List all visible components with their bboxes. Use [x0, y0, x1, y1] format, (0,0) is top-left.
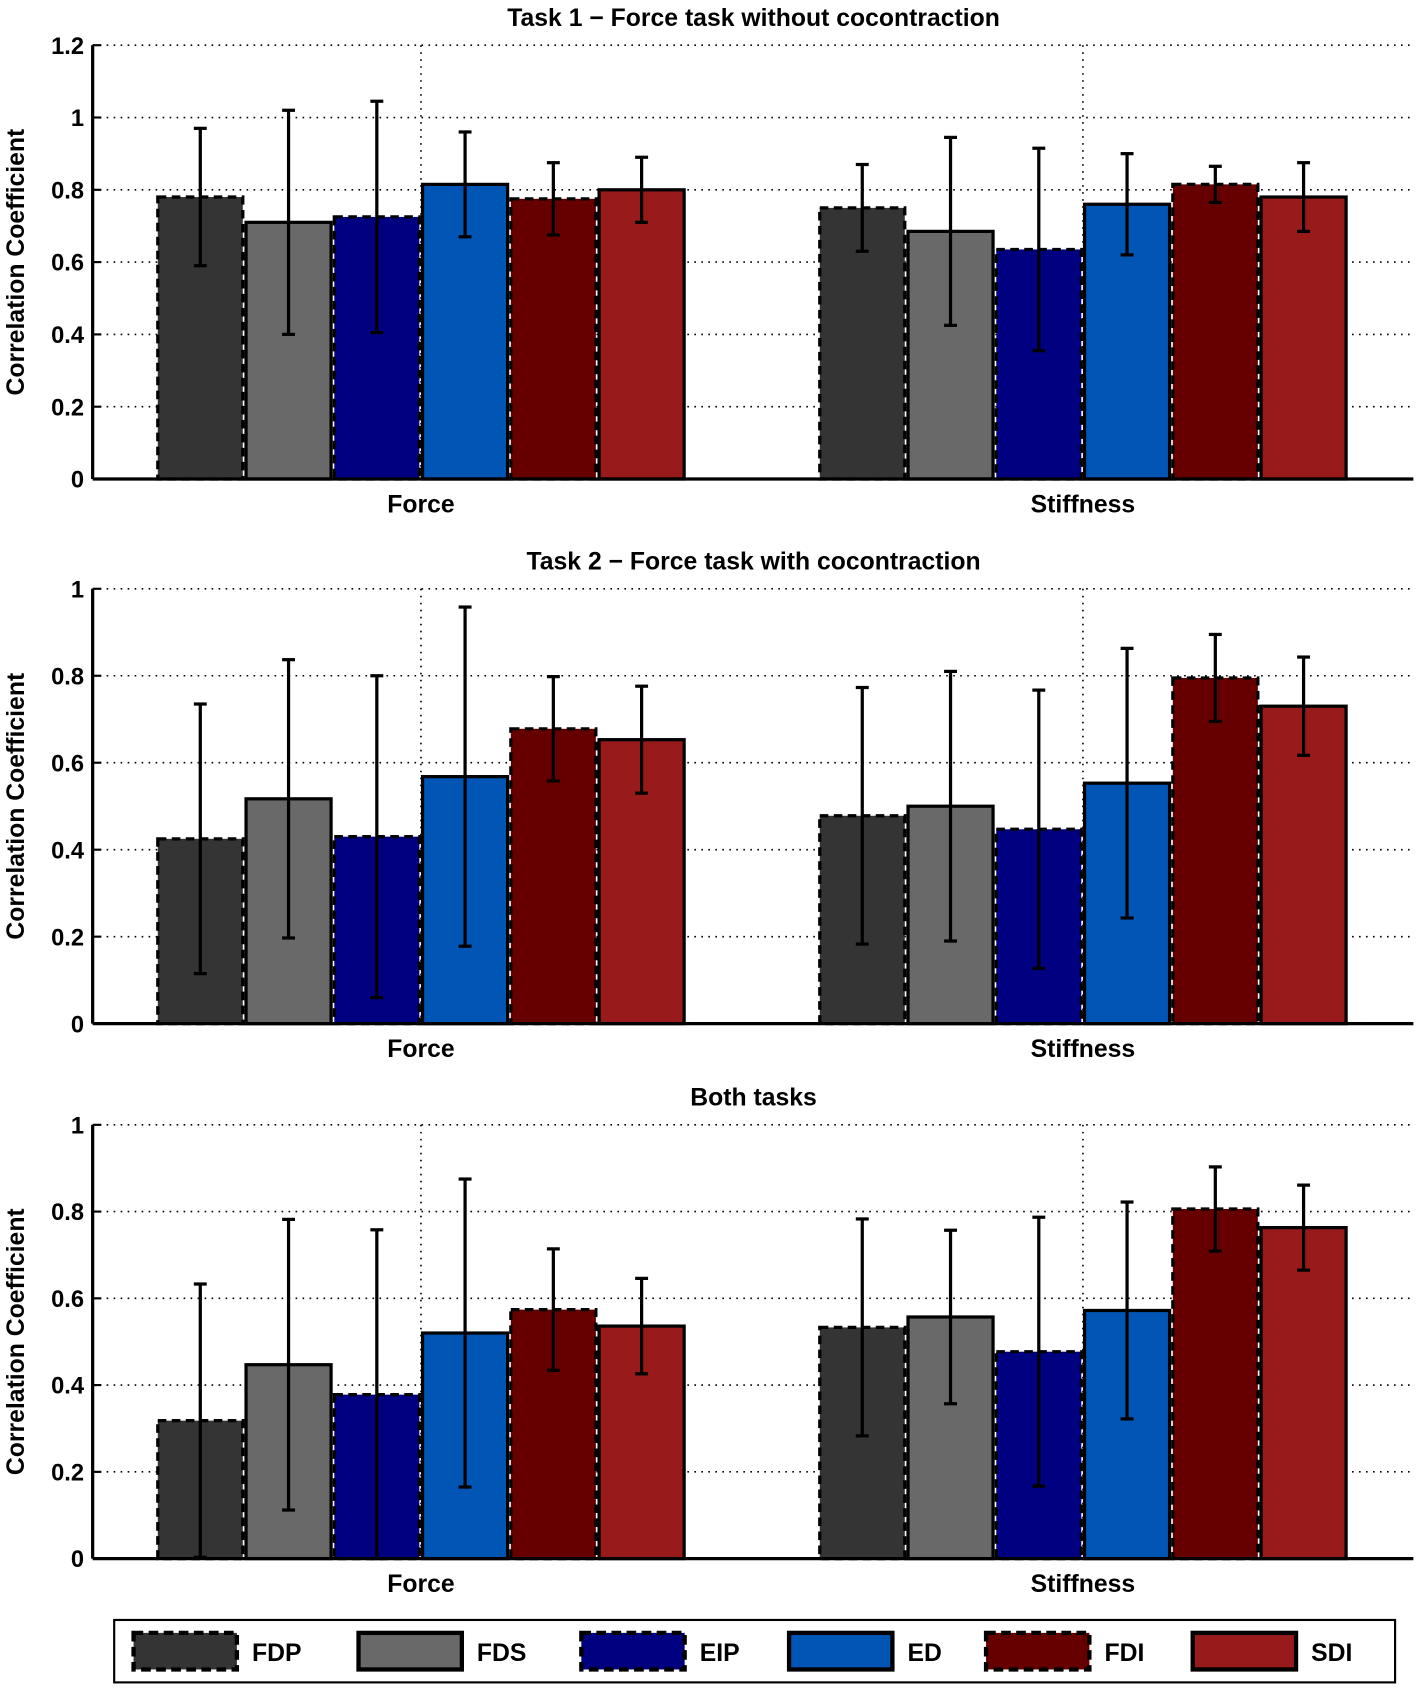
bar-fdi [1171, 676, 1260, 1026]
y-tick-label: 0.8 [51, 664, 84, 690]
legend-swatch-fds [356, 1630, 465, 1672]
y-tick-label: 1.2 [51, 34, 84, 60]
bar-fdi [509, 197, 598, 481]
y-tick-label: 0.2 [51, 395, 84, 421]
bar-sdi [597, 188, 686, 481]
y-tick-label: 0.2 [51, 925, 84, 951]
y-axis-label: Correlation Coefficient [3, 129, 30, 396]
legend-swatch-fdi [983, 1630, 1092, 1672]
legend-label-eip: EIP [700, 1640, 740, 1667]
y-tick-label: 0.8 [51, 178, 84, 204]
legend: FDP FDS EIP ED FDI SDI [113, 1618, 1397, 1684]
y-tick-label: 0.2 [51, 1460, 84, 1486]
chart-title: Task 2 − Force task with cocontraction [526, 548, 980, 575]
legend-label-ed: ED [907, 1640, 941, 1667]
y-tick-label: 1 [71, 1113, 84, 1139]
x-tick-label: Stiffness [1031, 491, 1136, 518]
bar-fdp [818, 206, 907, 481]
y-tick-label: 0.4 [51, 1374, 85, 1400]
y-tick-label: 0.8 [51, 1200, 84, 1226]
bar-fdi [1171, 182, 1260, 481]
bar-sdi [1259, 1226, 1348, 1561]
legend-label-fdi: FDI [1104, 1640, 1144, 1667]
y-tick-label: 1 [71, 106, 84, 132]
y-tick-label: 0.6 [51, 751, 84, 777]
legend-label-fdp: FDP [252, 1640, 302, 1667]
y-tick-label: 0 [71, 1012, 84, 1038]
y-tick-label: 0.6 [51, 1287, 84, 1313]
y-tick-label: 0 [71, 1547, 84, 1573]
x-tick-label: Force [387, 1036, 454, 1063]
bar-sdi [1259, 195, 1348, 481]
y-tick-label: 1 [71, 577, 84, 603]
x-tick-label: Force [387, 1571, 454, 1598]
legend-box [113, 1618, 1397, 1684]
y-axis-label: Correlation Coefficient [3, 673, 30, 940]
legend-label-fds: FDS [477, 1640, 526, 1667]
legend-label-sdi: SDI [1311, 1640, 1352, 1667]
x-tick-label: Force [387, 491, 454, 518]
y-axis-label: Correlation Coefficient [3, 1208, 30, 1475]
legend-swatch-fdp [131, 1630, 240, 1672]
bar-fdi [1171, 1207, 1260, 1561]
x-tick-label: Stiffness [1031, 1571, 1136, 1598]
y-tick-label: 0.4 [51, 323, 85, 349]
chart-panel-1: 0 0.2 0.4 0.6 0.8 1 1.2 Force Stiffness Task 1 − … [3, 5, 1414, 518]
x-tick-label: Stiffness [1031, 1036, 1136, 1063]
legend-swatch-eip [579, 1630, 687, 1672]
legend-swatch-ed [786, 1630, 895, 1672]
chart-title: Both tasks [690, 1084, 817, 1111]
chart-panel-2: 0 0.2 0.4 0.6 0.8 1 Force Stiffness Task 2 − For… [3, 548, 1414, 1063]
y-tick-label: 0.4 [51, 838, 85, 864]
chart-panel-3: 0 0.2 0.4 0.6 0.8 1 Force Stiffness Both tasks Co… [3, 1084, 1414, 1598]
y-tick-label: 0 [71, 468, 84, 494]
legend-swatch-sdi [1190, 1630, 1299, 1672]
y-tick-label: 0.6 [51, 251, 84, 277]
chart-title: Task 1 − Force task without cocontractio… [507, 5, 1000, 32]
